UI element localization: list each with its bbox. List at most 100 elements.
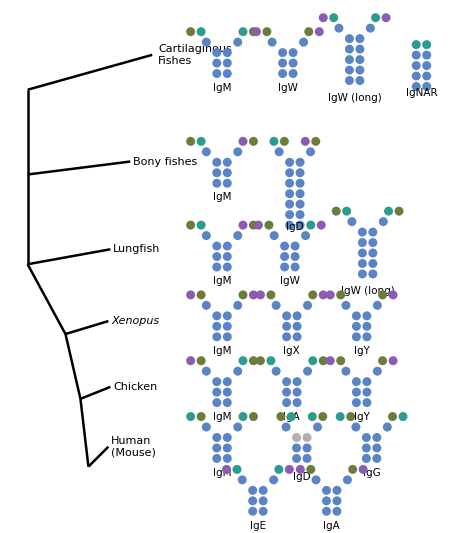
Circle shape [308, 356, 317, 365]
Circle shape [223, 433, 232, 442]
Circle shape [254, 221, 263, 230]
Circle shape [412, 82, 421, 91]
Circle shape [319, 13, 328, 22]
Circle shape [223, 322, 232, 331]
Text: IgY: IgY [354, 412, 370, 422]
Circle shape [223, 387, 232, 397]
Circle shape [249, 27, 258, 36]
Circle shape [382, 13, 391, 22]
Circle shape [356, 34, 365, 43]
Circle shape [332, 486, 341, 495]
Circle shape [296, 210, 305, 219]
Circle shape [223, 158, 232, 167]
Circle shape [422, 82, 431, 91]
Circle shape [296, 179, 305, 188]
Circle shape [378, 290, 387, 300]
Text: IgW: IgW [280, 276, 300, 286]
Circle shape [212, 332, 221, 341]
Circle shape [319, 290, 328, 300]
Circle shape [291, 252, 300, 261]
Circle shape [223, 332, 232, 341]
Circle shape [264, 221, 273, 230]
Circle shape [336, 412, 345, 421]
Circle shape [278, 59, 287, 68]
Circle shape [422, 51, 431, 60]
Circle shape [345, 55, 354, 64]
Circle shape [212, 398, 221, 407]
Circle shape [272, 367, 281, 376]
Circle shape [212, 443, 221, 453]
Circle shape [202, 423, 211, 432]
Text: IgA: IgA [323, 521, 340, 530]
Circle shape [233, 301, 242, 310]
Circle shape [278, 69, 287, 78]
Circle shape [368, 270, 377, 278]
Circle shape [378, 356, 387, 365]
Circle shape [389, 290, 398, 300]
Circle shape [272, 301, 281, 310]
Circle shape [212, 262, 221, 271]
Circle shape [303, 367, 312, 376]
Circle shape [259, 507, 268, 516]
Circle shape [348, 465, 357, 474]
Circle shape [332, 496, 341, 505]
Circle shape [358, 259, 367, 268]
Circle shape [259, 496, 268, 505]
Circle shape [276, 412, 285, 421]
Circle shape [269, 475, 278, 484]
Circle shape [306, 221, 315, 230]
Circle shape [270, 231, 279, 240]
Circle shape [285, 168, 294, 177]
Text: IgM: IgM [213, 346, 231, 356]
Circle shape [285, 210, 294, 219]
Circle shape [212, 387, 221, 397]
Text: IgM: IgM [213, 276, 231, 286]
Circle shape [373, 454, 382, 463]
Circle shape [296, 158, 305, 167]
Circle shape [186, 356, 195, 365]
Circle shape [212, 433, 221, 442]
Circle shape [212, 322, 221, 331]
Circle shape [278, 48, 287, 57]
Circle shape [248, 486, 257, 495]
Circle shape [394, 207, 403, 216]
Circle shape [373, 443, 382, 453]
Circle shape [233, 231, 242, 240]
Circle shape [422, 61, 431, 70]
Text: Chicken: Chicken [113, 382, 158, 392]
Circle shape [292, 377, 301, 386]
Circle shape [336, 356, 345, 365]
Circle shape [256, 290, 265, 300]
Circle shape [280, 137, 289, 146]
Circle shape [292, 454, 301, 463]
Circle shape [302, 433, 311, 442]
Circle shape [412, 40, 421, 49]
Circle shape [383, 423, 392, 432]
Circle shape [238, 137, 247, 146]
Circle shape [249, 221, 258, 230]
Circle shape [326, 290, 335, 300]
Circle shape [202, 301, 211, 310]
Circle shape [223, 311, 232, 320]
Circle shape [212, 252, 221, 261]
Circle shape [282, 332, 291, 341]
Circle shape [291, 262, 300, 271]
Circle shape [212, 377, 221, 386]
Circle shape [322, 496, 331, 505]
Circle shape [301, 231, 310, 240]
Circle shape [223, 168, 232, 177]
Circle shape [313, 423, 322, 432]
Circle shape [352, 377, 361, 386]
Circle shape [248, 496, 257, 505]
Circle shape [296, 200, 305, 208]
Circle shape [352, 332, 361, 341]
Circle shape [352, 322, 361, 331]
Circle shape [304, 27, 313, 36]
Circle shape [292, 311, 301, 320]
Circle shape [315, 27, 324, 36]
Circle shape [351, 423, 360, 432]
Circle shape [197, 412, 206, 421]
Circle shape [363, 398, 371, 407]
Text: IgM: IgM [213, 467, 231, 478]
Circle shape [212, 454, 221, 463]
